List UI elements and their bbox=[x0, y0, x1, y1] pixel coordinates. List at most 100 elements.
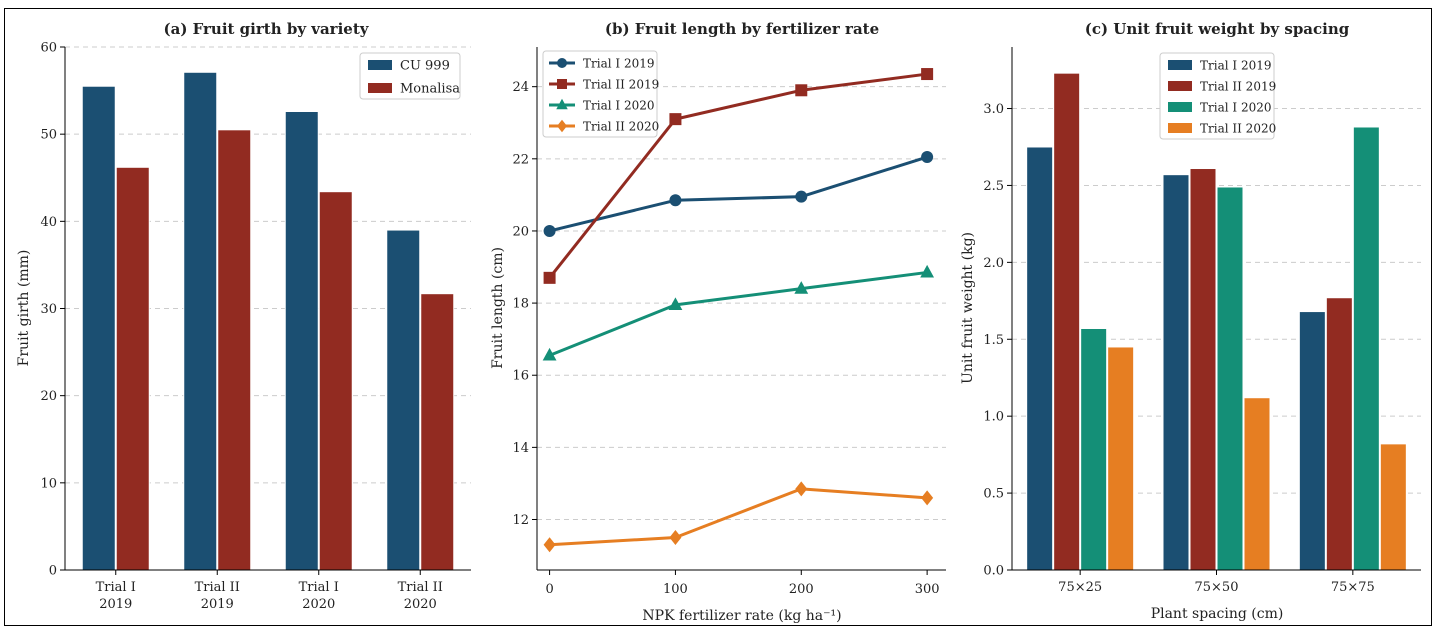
b-y-tick-label: 22 bbox=[512, 152, 529, 167]
c-bar bbox=[1216, 186, 1244, 571]
c-y-tick-label: 0.0 bbox=[983, 564, 1004, 579]
a-y-tick-label: 30 bbox=[40, 302, 57, 317]
panel-b-axes bbox=[536, 47, 946, 571]
c-legend-box bbox=[1159, 52, 1275, 140]
b-legend-box bbox=[542, 50, 658, 138]
panel-a-girth-chart: (a) Fruit girth by variety Fruit girth (… bbox=[16, 20, 471, 612]
panel-c-x-ticks: 75×25 75×50 75×75 bbox=[1058, 570, 1375, 595]
panel-b-legend: Trial I 2019 Trial II 2019 Trial I 2020 Tri… bbox=[542, 50, 659, 138]
b-y-tick-label: 18 bbox=[512, 297, 529, 312]
b-marker-diamond bbox=[921, 490, 934, 506]
panel-a-bars bbox=[81, 71, 455, 571]
b-marker-triangle bbox=[556, 98, 568, 110]
panel-a-title: (a) Fruit girth by variety bbox=[164, 20, 370, 38]
a-bar bbox=[183, 71, 218, 571]
panel-c-xlabel: Plant spacing (cm) bbox=[1151, 606, 1284, 622]
c-x-tick-label: 75×50 bbox=[1195, 580, 1239, 595]
c-y-tick-label: 2.0 bbox=[983, 256, 1004, 271]
panel-a-x-ticks: Trial I 2019 Trial II 2019 Trial I 2020 Trial … bbox=[96, 570, 443, 612]
c-y-tick-label: 2.5 bbox=[983, 179, 1004, 194]
panel-c-bars bbox=[1026, 72, 1407, 571]
b-legend-label: Trial I 2019 bbox=[583, 57, 654, 71]
a-x-tick-label: Trial I bbox=[96, 580, 136, 595]
c-bar bbox=[1298, 311, 1326, 571]
b-marker-triangle bbox=[668, 297, 683, 310]
b-marker-triangle bbox=[542, 347, 557, 361]
b-marker-diamond bbox=[669, 530, 682, 546]
panel-b-x-ticks: 0 100 200 300 bbox=[545, 570, 940, 597]
a-x-tick-label: 2019 bbox=[99, 597, 132, 612]
b-marker-triangle bbox=[920, 264, 935, 278]
b-marker-square bbox=[543, 271, 556, 284]
c-legend-swatch bbox=[1168, 123, 1192, 133]
c-legend-label: Trial II 2020 bbox=[1200, 122, 1276, 136]
b-x-tick-label: 300 bbox=[915, 582, 940, 597]
panel-b-gridlines bbox=[537, 86, 946, 521]
b-legend-label: Trial II 2019 bbox=[583, 78, 659, 92]
b-series-line bbox=[549, 155, 928, 233]
c-legend-label: Trial I 2020 bbox=[1200, 101, 1271, 115]
b-series-line bbox=[549, 270, 928, 357]
a-bar bbox=[217, 129, 252, 571]
a-y-tick-label: 40 bbox=[40, 215, 57, 230]
a-legend-swatch bbox=[368, 60, 392, 70]
b-marker-diamond bbox=[795, 481, 808, 497]
panel-a-ylabel: Fruit girth (mm) bbox=[16, 250, 32, 367]
c-legend-label: Trial II 2019 bbox=[1200, 80, 1276, 94]
panel-b-length-chart: (b) Fruit length by fertilizer rate Frui… bbox=[490, 20, 946, 624]
c-bar bbox=[1107, 346, 1135, 571]
b-y-tick-label: 14 bbox=[512, 441, 529, 456]
b-marker-diamond bbox=[543, 537, 556, 553]
c-bar bbox=[1080, 327, 1108, 571]
c-y-tick-label: 3.0 bbox=[983, 102, 1004, 117]
b-marker-circle bbox=[669, 194, 682, 207]
c-bar bbox=[1026, 146, 1054, 571]
c-bar bbox=[1352, 126, 1380, 571]
b-marker-square bbox=[921, 68, 934, 81]
a-x-tick-label: 2020 bbox=[302, 597, 335, 612]
panel-a-y-ticks: 0 10 20 30 40 50 60 bbox=[40, 41, 65, 579]
c-bar bbox=[1379, 443, 1407, 571]
c-legend-swatch bbox=[1168, 81, 1192, 91]
b-series-line bbox=[548, 72, 928, 279]
panel-c-title: (c) Unit fruit weight by spacing bbox=[1085, 20, 1350, 38]
panel-b-ylabel: Fruit length (cm) bbox=[490, 247, 506, 369]
panel-c-weight-chart: (c) Unit fruit weight by spacing Unit fr… bbox=[960, 20, 1421, 622]
a-y-tick-label: 60 bbox=[40, 41, 57, 56]
b-x-tick-label: 200 bbox=[789, 582, 814, 597]
c-x-tick-label: 75×25 bbox=[1058, 580, 1102, 595]
b-y-tick-label: 24 bbox=[512, 80, 529, 95]
a-legend-swatch bbox=[368, 83, 392, 93]
b-marker-square bbox=[557, 79, 567, 89]
panel-b-lines bbox=[542, 68, 935, 553]
a-x-tick-label: 2019 bbox=[201, 597, 234, 612]
a-legend-label: CU 999 bbox=[400, 59, 450, 74]
a-bar bbox=[81, 85, 116, 571]
a-legend-label: Monalisa bbox=[400, 82, 460, 97]
b-y-tick-label: 20 bbox=[512, 224, 529, 239]
a-bar bbox=[386, 229, 421, 571]
a-bar bbox=[284, 111, 319, 571]
a-y-tick-label: 0 bbox=[49, 564, 57, 579]
c-y-tick-label: 1.5 bbox=[983, 333, 1004, 348]
c-bar bbox=[1243, 397, 1271, 571]
c-y-tick-label: 1.0 bbox=[983, 410, 1004, 425]
a-y-tick-label: 10 bbox=[40, 476, 57, 491]
a-bar bbox=[420, 293, 455, 571]
b-y-tick-label: 12 bbox=[512, 513, 529, 528]
b-marker-square bbox=[795, 84, 808, 97]
b-x-tick-label: 0 bbox=[545, 582, 553, 597]
c-legend-swatch bbox=[1168, 102, 1192, 112]
c-bar bbox=[1189, 168, 1217, 571]
panel-a-legend: CU 999 Monalisa bbox=[359, 52, 461, 100]
b-marker-square bbox=[669, 113, 682, 126]
figure-frame bbox=[4, 8, 1432, 626]
a-bar bbox=[318, 191, 353, 571]
panel-c-y-ticks: 0.0 0.5 1.0 1.5 2.0 2.5 3.0 bbox=[983, 102, 1012, 579]
c-y-tick-label: 0.5 bbox=[983, 487, 1004, 502]
a-y-tick-label: 50 bbox=[40, 128, 57, 143]
b-x-tick-label: 100 bbox=[663, 582, 688, 597]
b-marker-circle bbox=[543, 224, 556, 237]
